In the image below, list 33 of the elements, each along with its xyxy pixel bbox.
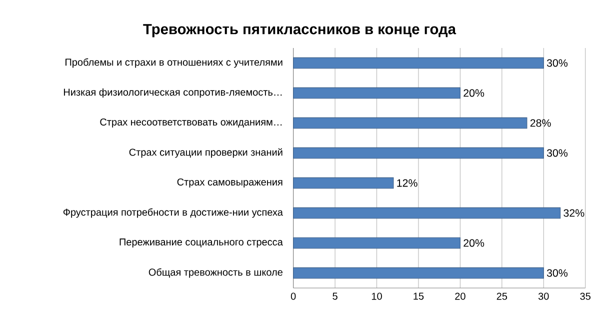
bar (293, 177, 394, 189)
bar (293, 57, 544, 69)
y-tick-label: Фрустрация потребности в достиже-нии успеха (63, 208, 283, 218)
y-tick-label: Страх ситуации проверки знаний (129, 148, 282, 158)
chart-title: Тревожность пятиклассников в конце года (143, 24, 456, 38)
y-tick-label: Низкая физиологическая сопротив-ляемость… (64, 88, 282, 98)
y-tick-label: Страх самовыражения (177, 178, 282, 188)
x-tick-label: 35 (580, 292, 590, 300)
data-label: 28% (530, 119, 551, 127)
x-tick-label: 0 (290, 292, 296, 300)
bar (293, 147, 544, 159)
x-tick-label: 30 (538, 292, 549, 300)
x-tick-label: 5 (332, 292, 338, 300)
y-tick-label: Проблемы и страхи в отношениях с учителями (66, 58, 282, 68)
bar (293, 267, 544, 279)
y-tick-label: Переживание социального стресса (120, 238, 283, 248)
y-tick-label: Страх несоответствовать ожиданиям… (100, 118, 282, 128)
data-label: 30% (546, 269, 568, 277)
data-label: 30% (546, 149, 568, 157)
y-tick-label: Общая тревожность в школе (148, 268, 282, 278)
x-tick-label: 25 (496, 292, 508, 300)
bar (293, 207, 561, 219)
bar (293, 237, 460, 249)
data-label: 30% (546, 59, 568, 67)
data-label: 20% (464, 89, 484, 97)
data-label: 32% (564, 209, 584, 217)
data-label: 20% (464, 239, 484, 247)
x-tick-label: 15 (414, 292, 424, 300)
bar (293, 87, 460, 99)
bar (293, 117, 528, 129)
data-label: 12% (397, 179, 418, 187)
x-tick-label: 10 (372, 292, 382, 300)
x-tick-label: 20 (455, 292, 466, 300)
